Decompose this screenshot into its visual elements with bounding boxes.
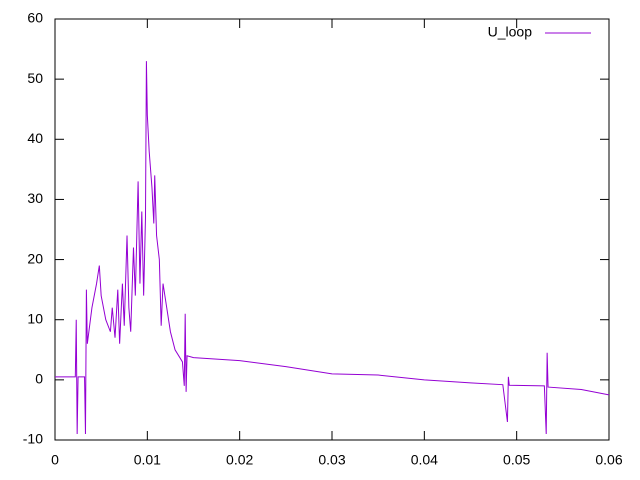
x-tick-label: 0.06 (595, 452, 622, 468)
x-tick-label: 0.05 (503, 452, 530, 468)
x-tick-label: 0 (51, 452, 59, 468)
y-tick-label: -10 (23, 431, 43, 447)
legend-label: U_loop (488, 24, 533, 40)
x-tick-label: 0.01 (134, 452, 161, 468)
y-tick-label: 40 (27, 130, 43, 146)
y-tick-label: 10 (27, 310, 43, 326)
x-tick-label: 0.03 (318, 452, 345, 468)
y-tick-label: 20 (27, 250, 43, 266)
y-tick-label: 30 (27, 190, 43, 206)
x-tick-label: 0.02 (226, 452, 253, 468)
y-tick-label: 0 (35, 371, 43, 387)
plot-border (54, 18, 610, 441)
y-tick-label: 60 (27, 10, 43, 26)
data-line (55, 61, 610, 435)
y-tick-label: 50 (27, 70, 43, 86)
x-tick-label: 0.04 (411, 452, 438, 468)
